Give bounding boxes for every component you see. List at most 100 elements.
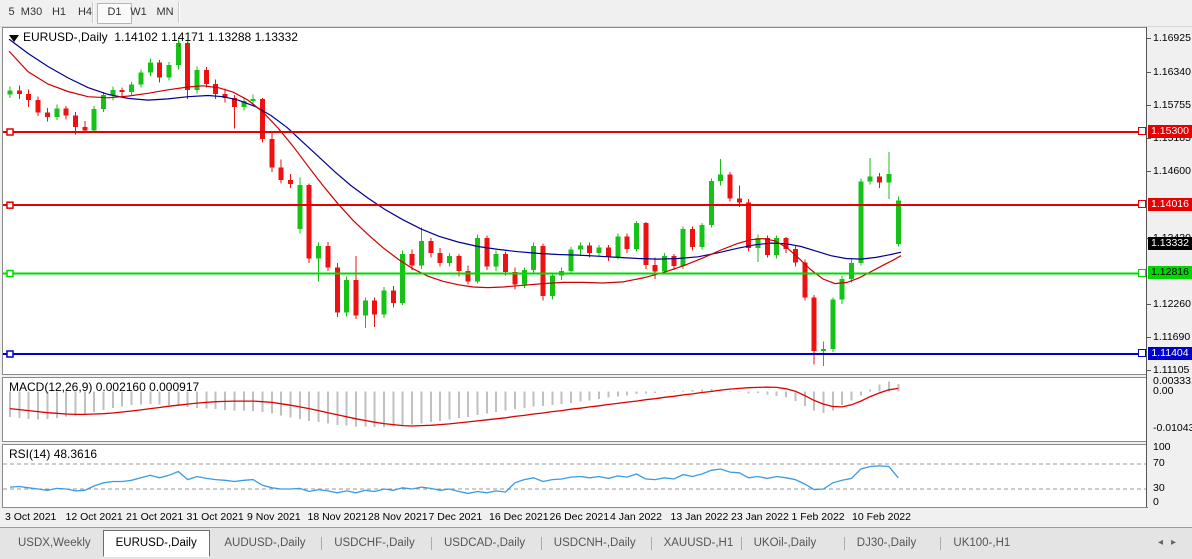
candle-body <box>446 256 452 264</box>
ohlc-open: 1.14102 <box>114 30 158 44</box>
line-handle[interactable] <box>6 269 14 278</box>
candle-body <box>409 253 415 266</box>
timeframe-button-h1[interactable]: H1 <box>51 6 67 18</box>
candle-body <box>596 247 602 253</box>
candle-body <box>549 275 555 297</box>
candle-body <box>44 112 50 118</box>
line-handle-right[interactable] <box>1138 127 1146 135</box>
symbol-tab-uk100[interactable]: UK100-,H1 <box>953 537 1011 549</box>
candle-body <box>662 256 667 272</box>
time-axis[interactable]: 3 Oct 2021 12 Oct 2021 21 Oct 2021 31 Oct 2… <box>2 508 1146 527</box>
price-tick-label: 1.12260 <box>1153 298 1191 311</box>
macd-panel[interactable]: MACD(12,26,9) 0.002160 0.000917 <box>2 377 1148 442</box>
tab-separator <box>540 537 542 550</box>
symbol-tab-audusd[interactable]: AUDUSD-,Daily <box>224 537 306 549</box>
candle-body <box>615 236 621 257</box>
candle-body <box>353 280 359 316</box>
price-axis[interactable]: 1.169251.163401.157551.151851.146001.134… <box>1138 27 1192 508</box>
candle-body <box>886 174 892 183</box>
candle-body <box>708 181 714 225</box>
symbol-tab-dj30[interactable]: DJ30-,Daily <box>856 537 917 549</box>
candle-body <box>119 89 125 93</box>
symbol-tab-ukoil[interactable]: UKOil-,Daily <box>753 537 817 549</box>
candle-body <box>72 115 78 127</box>
date-tick-label: 13 Jan 2022 <box>670 511 729 523</box>
timeframe-button-m30[interactable]: M30 <box>20 6 43 18</box>
line-handle[interactable] <box>6 350 14 358</box>
timeframe-button-d1[interactable]: D1 <box>97 3 132 24</box>
tab-scroll-right-icon: ▸ <box>1170 537 1184 548</box>
candle-body <box>802 262 808 298</box>
candle-body <box>288 179 293 184</box>
candle-body <box>63 108 69 116</box>
line-handle[interactable] <box>6 128 14 136</box>
candle-body <box>652 264 658 272</box>
price-tickmark <box>1147 336 1151 338</box>
candle-body <box>465 271 471 282</box>
symbol-tab-usdx[interactable]: USDX,Weekly <box>18 537 91 549</box>
main-chart-panel[interactable]: EURUSD-,Daily 1.14102 1.14171 1.13288 1.… <box>2 27 1148 375</box>
date-tick-label: 4 Jan 2022 <box>610 511 662 523</box>
timeframe-button-5[interactable]: 5 <box>8 6 15 18</box>
candle-body <box>736 198 742 203</box>
tab-separator <box>321 537 323 550</box>
date-tick-label: 9 Nov 2021 <box>247 511 301 523</box>
candle-body <box>54 108 60 118</box>
candle-body <box>306 184 312 259</box>
line-handle-right[interactable] <box>1138 268 1146 277</box>
price-level-badge: 1.11404 <box>1148 346 1192 360</box>
ma-fast-line <box>8 50 902 289</box>
symbol-tab-usdcnh[interactable]: USDCNH-,Daily <box>553 537 636 549</box>
tab-separator <box>843 537 845 550</box>
symbol-tab-bar: ◂▸ USDX,Weekly EURUSD-,Daily AUDUSD-,Daily… <box>0 527 1192 559</box>
macd-label: MACD(12,26,9) 0.002160 0.000917 <box>9 380 200 394</box>
candle-body <box>175 43 181 65</box>
candle-body <box>718 174 724 182</box>
ma-slow-line <box>8 38 902 260</box>
candle-body <box>16 90 22 94</box>
timeframe-button-h4[interactable]: H4 <box>77 6 93 18</box>
candle-body <box>325 245 331 268</box>
candle-body <box>129 84 135 93</box>
candle-body <box>540 245 546 297</box>
line-handle-right[interactable] <box>1138 200 1146 209</box>
line-handle[interactable] <box>6 201 14 209</box>
timeframe-button-w1[interactable]: W1 <box>130 6 147 18</box>
candle-body <box>503 253 509 273</box>
timeframe-toolbar: 5 M30 H1 H4 D1 W1 MN <box>0 0 1192 27</box>
candle-body <box>633 223 639 249</box>
date-tick-label: 10 Feb 2022 <box>852 511 911 523</box>
price-tickmark <box>1147 105 1151 107</box>
symbol-tab-eurusd[interactable]: EURUSD-,Daily <box>102 530 210 557</box>
tab-separator <box>431 537 432 550</box>
candle-body <box>727 174 733 199</box>
candle-body <box>428 240 434 253</box>
price-level-badge: 1.15300 <box>1148 124 1192 138</box>
timeframe-button-mn[interactable]: MN <box>156 6 174 18</box>
candle-body <box>643 223 649 265</box>
candle-body <box>577 245 583 250</box>
candle-body <box>839 279 845 300</box>
line-handle-right[interactable] <box>1138 349 1146 357</box>
tab-separator <box>650 537 652 550</box>
candle-body <box>82 126 88 131</box>
symbol-tab-usdchf[interactable]: USDCHF-,Daily <box>334 537 415 549</box>
tab-scroll-arrows[interactable]: ◂▸ <box>1158 537 1184 548</box>
candle-body <box>185 43 191 90</box>
price-level-badge: 1.14016 <box>1148 197 1192 211</box>
candle-body <box>764 237 770 256</box>
tab-scroll-left-icon: ◂ <box>1157 537 1171 548</box>
price-tickmark <box>1147 304 1151 306</box>
candle-body <box>774 237 780 256</box>
candle-body <box>587 245 593 253</box>
candlestick-chart[interactable]: ↓ ↓ <box>3 28 1147 374</box>
rsi-panel[interactable]: RSI(14) 48.3616 <box>2 444 1148 508</box>
candle-body <box>811 297 817 351</box>
symbol-tab-xauusd[interactable]: XAUUSD-,H1 <box>663 537 734 549</box>
toolbar-separator <box>92 2 93 23</box>
candle-body <box>35 100 41 113</box>
candle-body <box>381 290 387 315</box>
tab-separator <box>940 537 942 550</box>
symbol-tab-usdcad[interactable]: USDCAD-,Daily <box>444 537 526 549</box>
